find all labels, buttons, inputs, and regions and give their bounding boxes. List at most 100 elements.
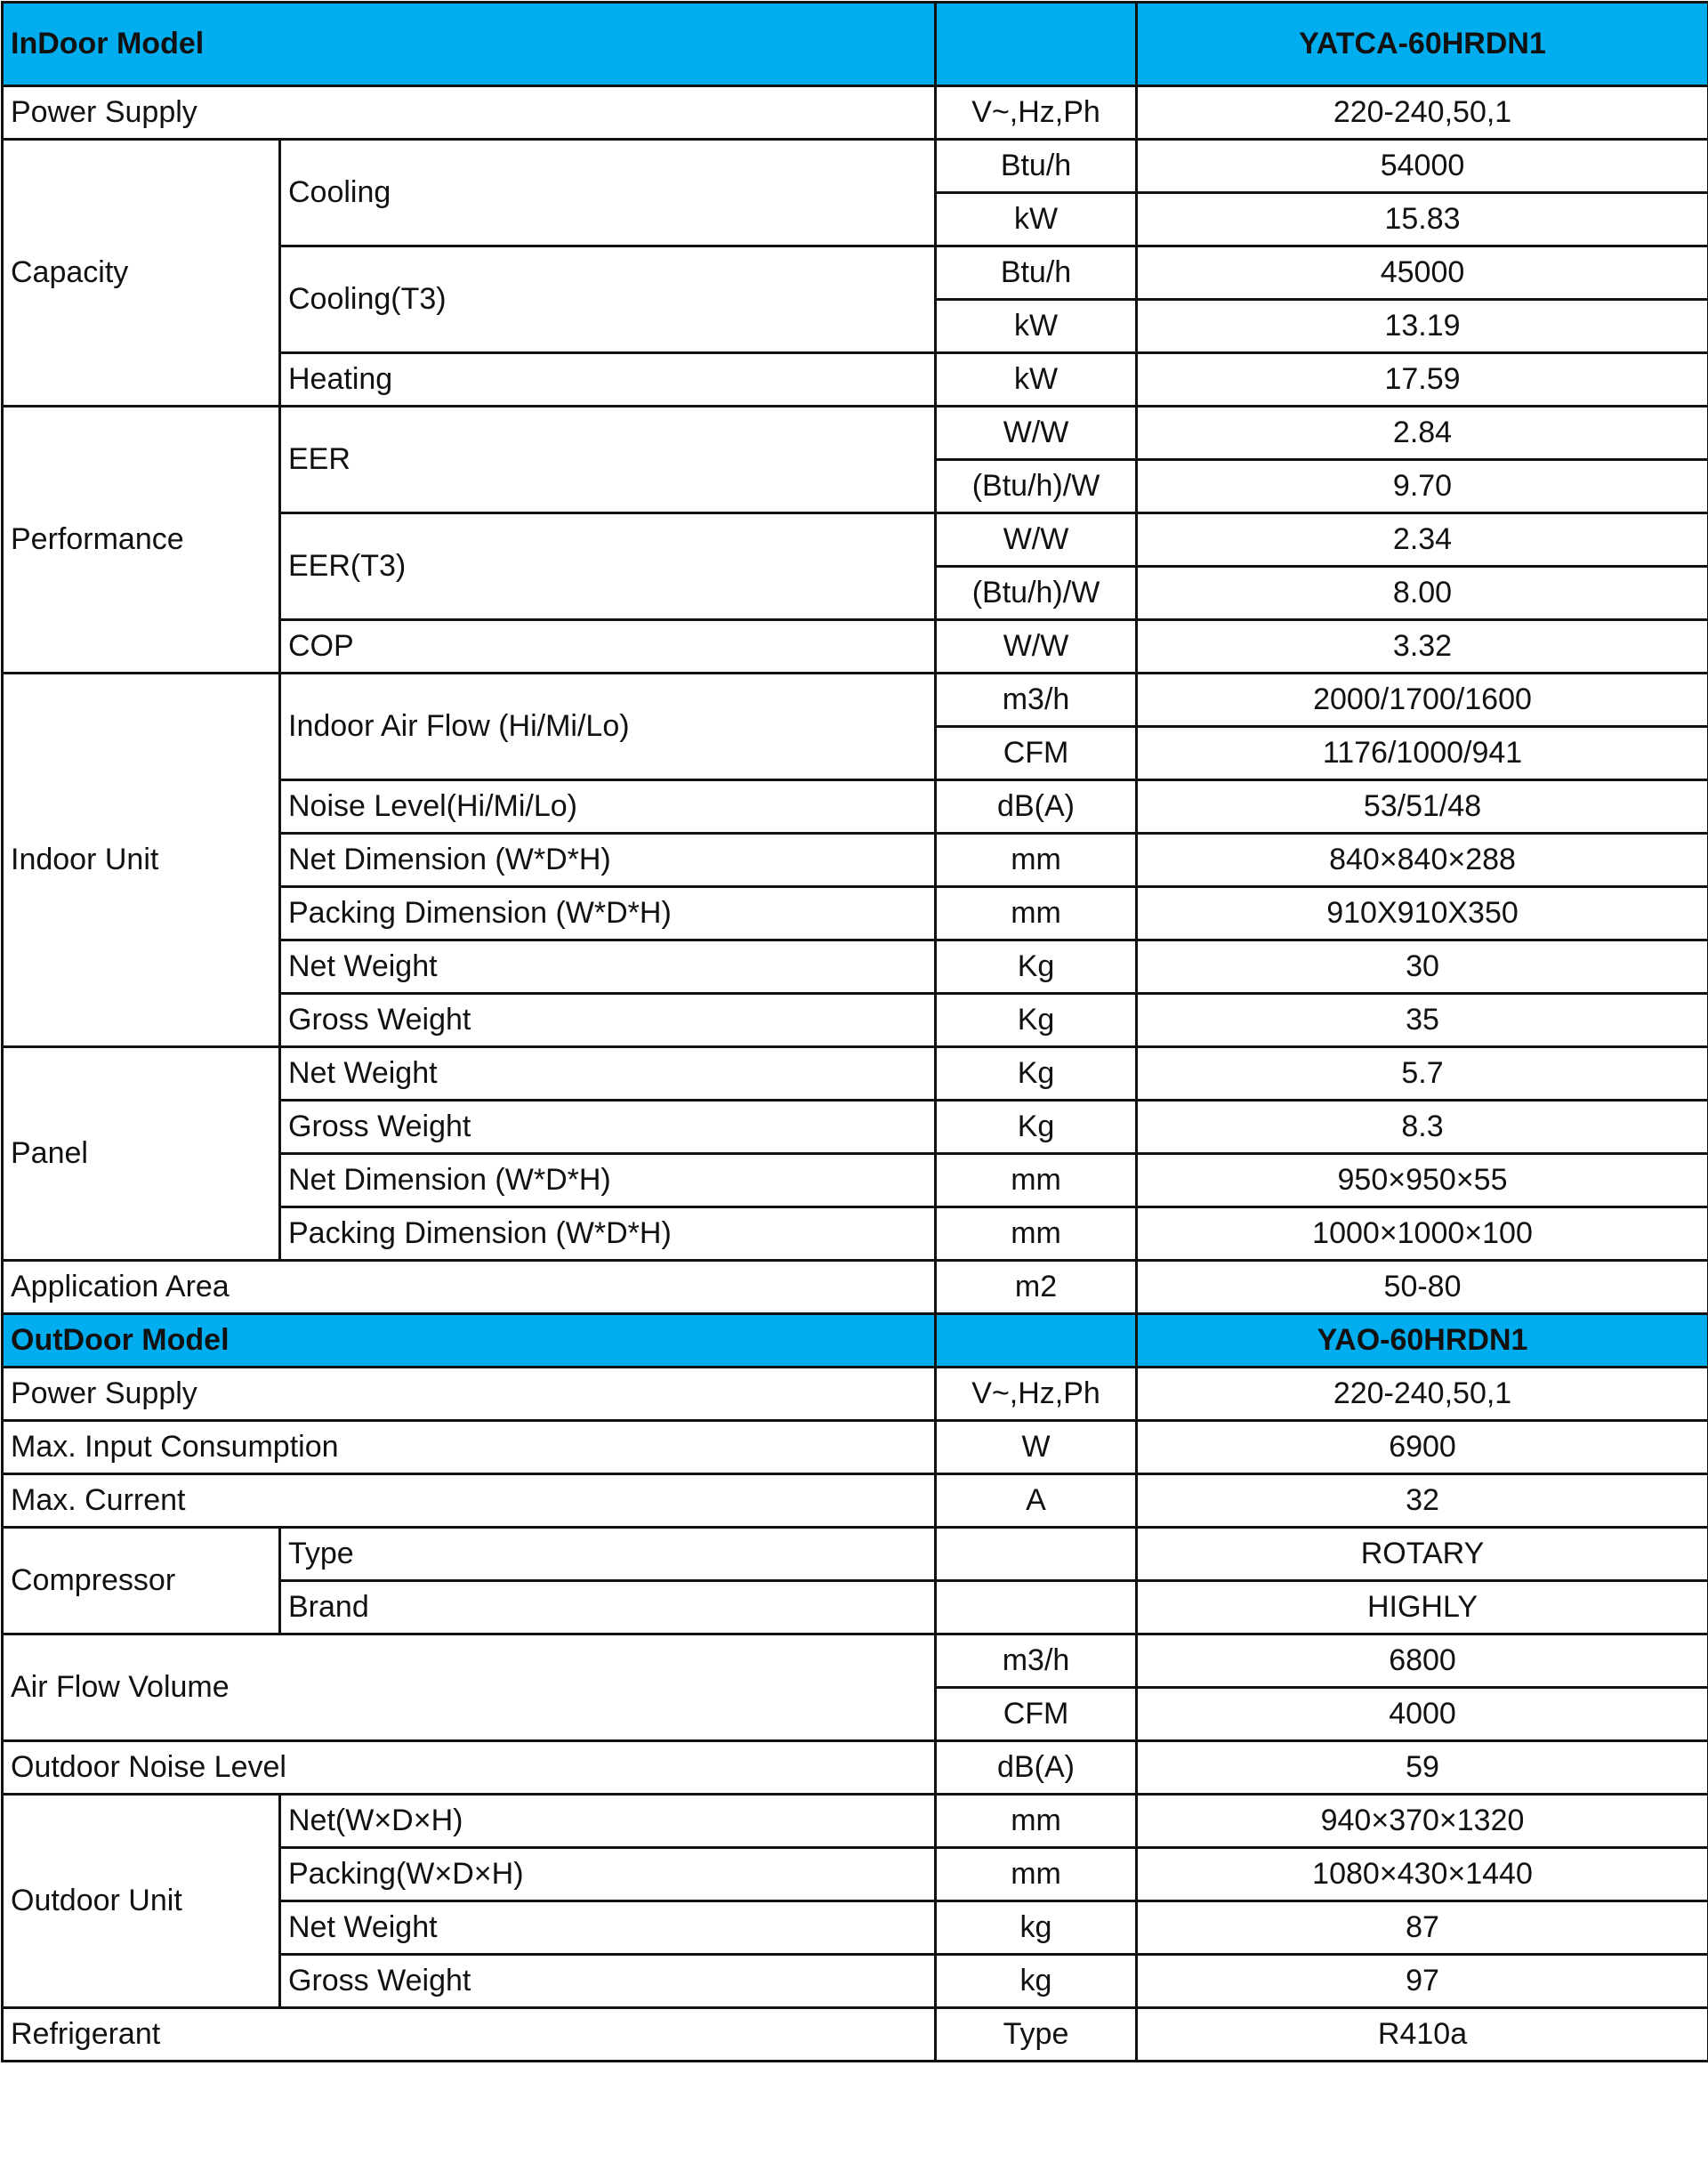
value-cell: 59 [1137,1741,1708,1795]
value-cell: 840×840×288 [1137,834,1708,887]
value-cell: 13.19 [1137,300,1708,353]
value-cell: 2.34 [1137,513,1708,567]
item-label: Type [280,1528,936,1581]
unit-cell: mm [936,1154,1137,1207]
unit-cell: kg [936,1955,1137,2008]
section-title: InDoor Model [3,3,936,86]
item-label: Outdoor Noise Level [3,1741,936,1795]
value-cell: 15.83 [1137,193,1708,246]
item-label: Net Dimension (W*D*H) [280,1154,936,1207]
value-cell: 6800 [1137,1634,1708,1688]
value-cell: 1000×1000×100 [1137,1207,1708,1261]
unit-cell: mm [936,1848,1137,1901]
unit-cell: A [936,1474,1137,1528]
unit-cell: Kg [936,1101,1137,1154]
unit-cell: mm [936,1207,1137,1261]
value-cell: 910X910X350 [1137,887,1708,940]
unit-cell: CFM [936,1688,1137,1741]
item-label: Heating [280,353,936,407]
unit-cell: mm [936,834,1137,887]
item-label: Cooling(T3) [280,246,936,353]
unit-cell: mm [936,1795,1137,1848]
group-label: Indoor Unit [3,674,280,1047]
value-cell: 5.7 [1137,1047,1708,1101]
item-label: Application Area [3,1261,936,1314]
item-label: Power Supply [3,1368,936,1421]
unit-cell: CFM [936,727,1137,780]
value-cell: 9.70 [1137,460,1708,513]
unit-cell: kW [936,300,1137,353]
value-cell: 1080×430×1440 [1137,1848,1708,1901]
unit-cell: W/W [936,513,1137,567]
item-label: Refrigerant [3,2008,936,2062]
unit-cell: W/W [936,620,1137,674]
group-label: Capacity [3,140,280,407]
item-label: EER [280,407,936,513]
item-label: Max. Input Consumption [3,1421,936,1474]
group-label: Compressor [3,1528,280,1634]
value-cell: 8.3 [1137,1101,1708,1154]
value-cell: 87 [1137,1901,1708,1955]
item-label: Net Weight [280,1901,936,1955]
model-name: YAO-60HRDN1 [1137,1314,1708,1368]
unit-cell: (Btu/h)/W [936,460,1137,513]
unit-cell: mm [936,887,1137,940]
value-cell: 4000 [1137,1688,1708,1741]
value-cell: 220-240,50,1 [1137,1368,1708,1421]
item-label: COP [280,620,936,674]
value-cell: 3.32 [1137,620,1708,674]
unit-cell: V~,Hz,Ph [936,1368,1137,1421]
item-label: Max. Current [3,1474,936,1528]
unit-cell: Kg [936,994,1137,1047]
unit-cell [936,1528,1137,1581]
unit-cell: Btu/h [936,140,1137,193]
value-cell: 45000 [1137,246,1708,300]
item-label: Packing Dimension (W*D*H) [280,887,936,940]
item-label: Packing Dimension (W*D*H) [280,1207,936,1261]
group-label: Performance [3,407,280,674]
unit-cell: kW [936,353,1137,407]
value-cell: 17.59 [1137,353,1708,407]
section-title: OutDoor Model [3,1314,936,1368]
value-cell: 50-80 [1137,1261,1708,1314]
section-unit [936,3,1137,86]
value-cell: 6900 [1137,1421,1708,1474]
item-label: EER(T3) [280,513,936,620]
item-label: Indoor Air Flow (Hi/Mi/Lo) [280,674,936,780]
item-label: Gross Weight [280,1955,936,2008]
unit-cell [936,1581,1137,1634]
value-cell: ROTARY [1137,1528,1708,1581]
value-cell: R410a [1137,2008,1708,2062]
unit-cell: Kg [936,940,1137,994]
unit-cell: kg [936,1901,1137,1955]
value-cell: 1176/1000/941 [1137,727,1708,780]
value-cell: 950×950×55 [1137,1154,1708,1207]
value-cell: 35 [1137,994,1708,1047]
item-label: Cooling [280,140,936,246]
section-unit [936,1314,1137,1368]
group-label: Outdoor Unit [3,1795,280,2008]
item-label: Packing(W×D×H) [280,1848,936,1901]
item-label: Net Weight [280,1047,936,1101]
unit-cell: Kg [936,1047,1137,1101]
value-cell: 53/51/48 [1137,780,1708,834]
item-label: Net Weight [280,940,936,994]
item-label: Noise Level(Hi/Mi/Lo) [280,780,936,834]
value-cell: 54000 [1137,140,1708,193]
unit-cell: m3/h [936,1634,1137,1688]
unit-cell: dB(A) [936,1741,1137,1795]
section-header-row: OutDoor Model YAO-60HRDN1 [3,1314,1708,1368]
unit-cell: kW [936,193,1137,246]
value-cell: 2.84 [1137,407,1708,460]
value-cell: HIGHLY [1137,1581,1708,1634]
